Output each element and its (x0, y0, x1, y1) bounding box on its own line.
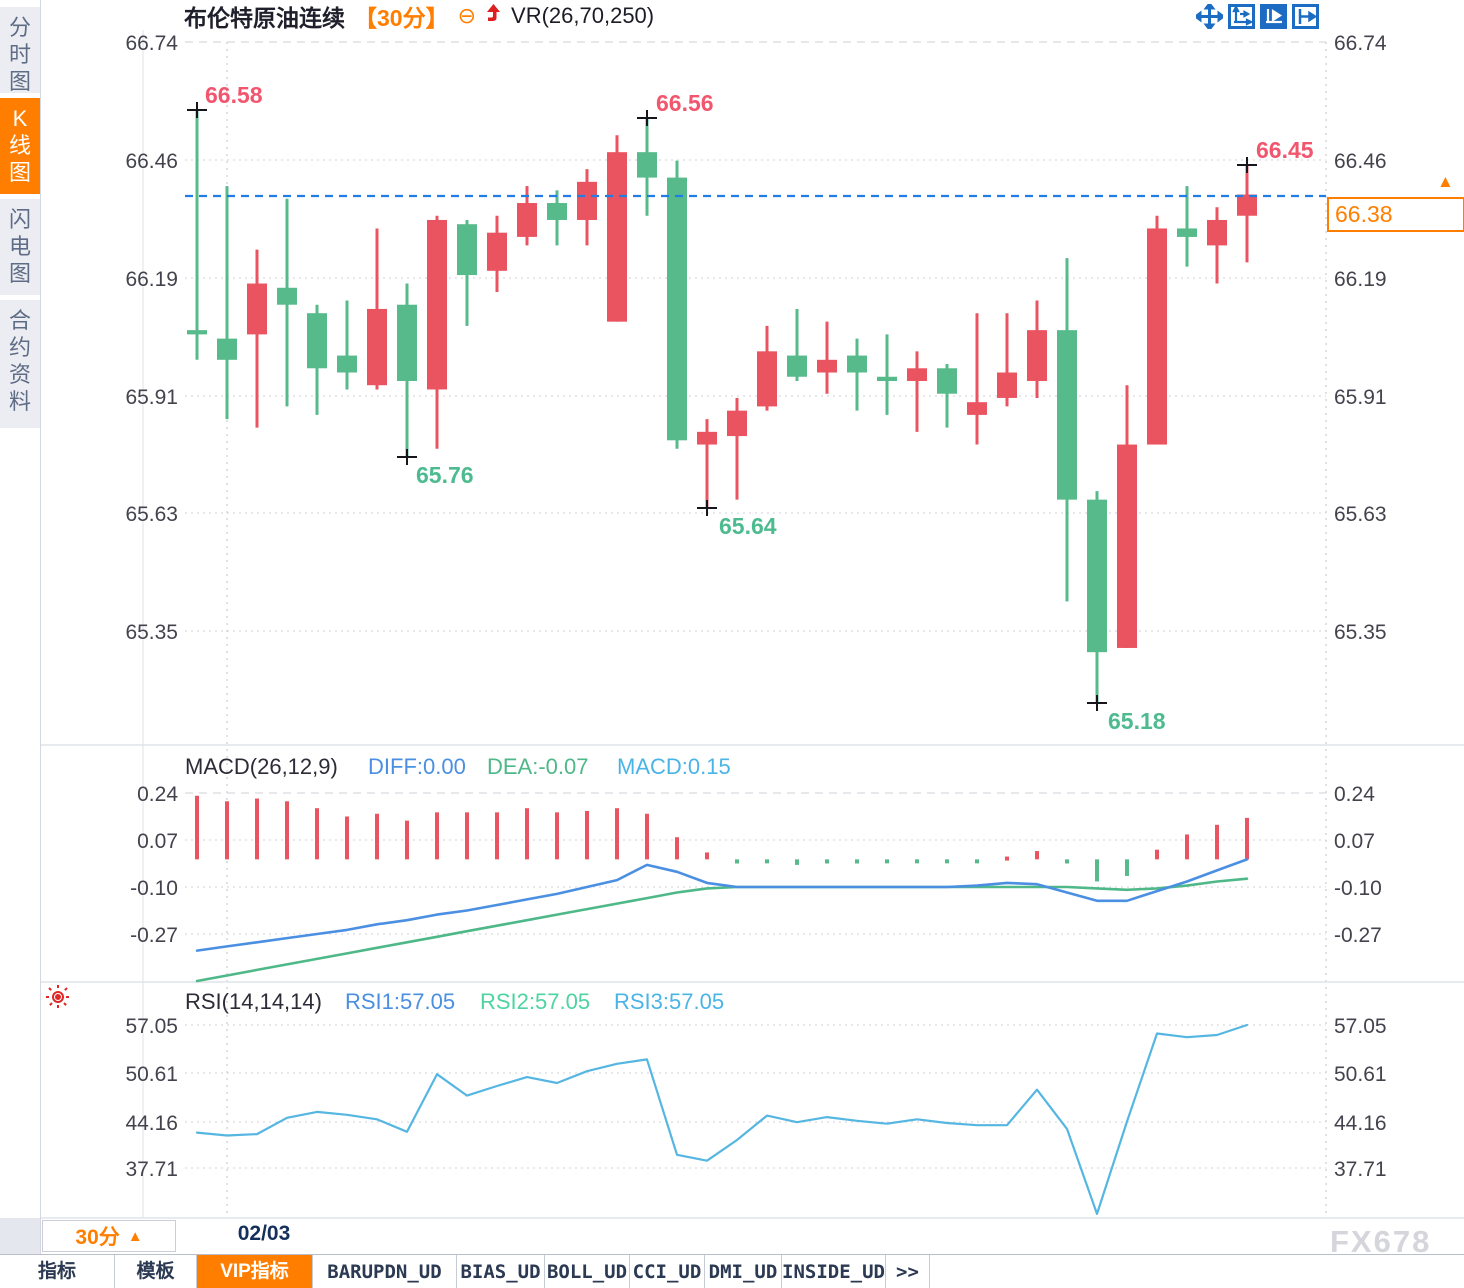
svg-text:66.46: 66.46 (1334, 150, 1387, 173)
rsi-legend: RSI(14,14,14) RSI1:57.05 RSI2:57.05 RSI3… (0, 989, 1464, 1019)
svg-text:0.07: 0.07 (137, 830, 178, 853)
period-tag: 【30分】 (354, 5, 449, 31)
move-icon[interactable] (1193, 1, 1226, 32)
x-axis-date-label: 02/03 (237, 1222, 291, 1245)
sidebar-item-time-chart[interactable]: 分时图 (0, 7, 40, 94)
svg-text:44.16: 44.16 (125, 1112, 178, 1135)
svg-text:65.35: 65.35 (1334, 621, 1387, 644)
svg-text:66.46: 66.46 (125, 150, 178, 173)
current-price-value: 66.38 (1335, 201, 1393, 227)
macd-value: MACD:0.15 (617, 754, 731, 779)
svg-text:65.91: 65.91 (125, 386, 178, 409)
tab-bias-ud[interactable]: BIAS_UD (457, 1255, 545, 1288)
svg-text:50.61: 50.61 (125, 1063, 178, 1086)
macd-legend: MACD(26,12,9) DIFF:0.00 DEA:-0.07 MACD:0… (0, 754, 1464, 784)
tab-barupdn-ud[interactable]: BARUPDN_UD (313, 1255, 457, 1288)
tab-templates[interactable]: 模板 (115, 1255, 197, 1288)
svg-text:-0.10: -0.10 (130, 877, 178, 900)
tab-more[interactable]: >> (886, 1255, 930, 1288)
tab-cci-ud[interactable]: CCI_UD (630, 1255, 705, 1288)
period-caret-icon: ▲ (127, 1227, 143, 1245)
svg-text:65.76: 65.76 (416, 462, 474, 488)
sidebar: 分时图 K线图 闪电图 合约资料 (0, 0, 41, 1288)
svg-text:0.24: 0.24 (1334, 783, 1375, 806)
period-selector[interactable]: 30分 ▲ (42, 1220, 176, 1252)
sidebar-item-kline-chart[interactable]: K线图 (0, 98, 40, 194)
tab-dmi-ud[interactable]: DMI_UD (705, 1255, 782, 1288)
signal-up-arrow-icon (485, 3, 502, 30)
macd-dea-value: DEA:-0.07 (487, 754, 589, 779)
svg-text:65.63: 65.63 (125, 503, 178, 526)
svg-text:65.91: 65.91 (1334, 386, 1387, 409)
svg-text:57.05: 57.05 (125, 1015, 178, 1038)
period-label: 30分 (75, 1226, 120, 1249)
symbol-title: 布伦特原油连续 (184, 5, 345, 31)
svg-text:65.63: 65.63 (1334, 503, 1387, 526)
sidebar-item-flash-chart[interactable]: 闪电图 (0, 199, 40, 295)
scale-axes-icon[interactable] (1228, 4, 1255, 29)
svg-text:65.35: 65.35 (125, 621, 178, 644)
tab-boll-ud[interactable]: BOLL_UD (545, 1255, 630, 1288)
svg-text:65.18: 65.18 (1108, 708, 1166, 734)
price-up-arrow-icon: ▲ (1437, 172, 1454, 191)
rsi3-value: RSI3:57.05 (614, 989, 725, 1014)
svg-text:-0.27: -0.27 (1334, 924, 1382, 947)
chart-toolbar (1193, 1, 1319, 32)
auto-scale-icon[interactable] (1260, 4, 1287, 29)
tab-vip-indicators[interactable]: VIP指标 (197, 1255, 313, 1288)
indicator-tabbar: 指标 模板 VIP指标 BARUPDN_UD BIAS_UD BOLL_UD C… (0, 1254, 1464, 1288)
svg-text:66.19: 66.19 (125, 268, 178, 291)
svg-text:66.45: 66.45 (1256, 137, 1314, 163)
tab-inside-ud[interactable]: INSIDE_UD (782, 1255, 886, 1288)
svg-text:66.19: 66.19 (1334, 268, 1387, 291)
tab-indicators[interactable]: 指标 (0, 1255, 115, 1288)
svg-text:-0.10: -0.10 (1334, 877, 1382, 900)
sidebar-footer-block (0, 1218, 40, 1254)
rsi-title: RSI(14,14,14) (185, 989, 322, 1014)
indicator-sun-icon[interactable] (44, 983, 72, 1016)
svg-text:44.16: 44.16 (1334, 1112, 1387, 1135)
sidebar-item-contract-info[interactable]: 合约资料 (0, 300, 40, 428)
svg-text:0.07: 0.07 (1334, 830, 1375, 853)
chart-header: 布伦特原油连续 【30分】 ⊖ VR(26,70,250) (184, 0, 654, 32)
svg-text:37.71: 37.71 (125, 1158, 178, 1181)
fx678-watermark: FX678 (1330, 1224, 1432, 1259)
svg-text:-0.27: -0.27 (130, 924, 178, 947)
svg-text:66.74: 66.74 (125, 32, 178, 55)
macd-diff-value: DIFF:0.00 (368, 754, 466, 779)
rsi2-value: RSI2:57.05 (480, 989, 591, 1014)
svg-text:65.64: 65.64 (719, 513, 777, 539)
svg-text:57.05: 57.05 (1334, 1015, 1387, 1038)
svg-text:66.56: 66.56 (656, 90, 714, 116)
macd-title: MACD(26,12,9) (185, 754, 338, 779)
vr-indicator-label: VR(26,70,250) (511, 3, 655, 28)
go-latest-icon[interactable] (1292, 4, 1319, 29)
svg-text:37.71: 37.71 (1334, 1158, 1387, 1181)
svg-text:50.61: 50.61 (1334, 1063, 1387, 1086)
svg-text:0.24: 0.24 (137, 783, 178, 806)
svg-text:66.58: 66.58 (205, 82, 263, 108)
current-price-tag: 66.38 (1327, 197, 1464, 232)
rsi1-value: RSI1:57.05 (345, 989, 456, 1014)
collapse-icon[interactable]: ⊖ (457, 3, 477, 28)
svg-text:66.74: 66.74 (1334, 32, 1387, 55)
